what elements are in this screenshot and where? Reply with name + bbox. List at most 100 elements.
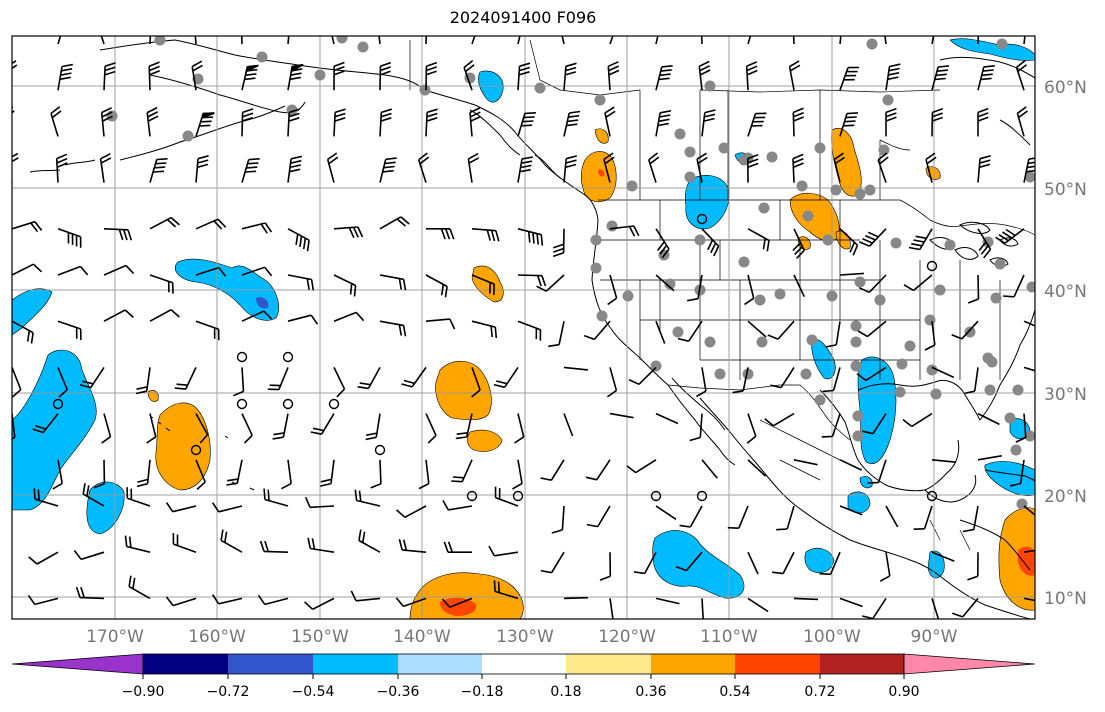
wind-barb: [358, 529, 381, 553]
wind-barb: [903, 274, 933, 292]
positive-anomaly-area: [435, 360, 492, 421]
station-dot: [814, 142, 826, 154]
wind-barb: [241, 222, 273, 234]
wind-barb: [12, 551, 13, 553]
wind-barb: [331, 36, 335, 45]
wind-barb: [126, 487, 151, 507]
wind-barb: [451, 459, 473, 483]
station-dot: [864, 184, 876, 196]
wind-barb: [856, 366, 887, 382]
wind-barb: [149, 158, 168, 183]
wind-barb: [304, 496, 335, 509]
wind-barb: [172, 533, 197, 553]
station-dot: [742, 368, 754, 380]
colorbar-extend-high: [903, 653, 1036, 675]
station-dot: [924, 314, 936, 326]
lon-label: 110°W: [700, 627, 758, 647]
wind-barb: [82, 483, 105, 507]
station-dot: [594, 94, 606, 106]
wind-barb: [395, 597, 427, 608]
wind-barb: [517, 112, 536, 137]
wind-barb: [963, 367, 979, 395]
wind-barb: [862, 597, 887, 619]
wind-barb: [12, 598, 13, 600]
map-panel[interactable]: [0, 14, 1048, 628]
wind-barb: [776, 505, 795, 531]
wind-barb: [655, 274, 675, 292]
wind-barb: [609, 598, 614, 619]
wind-barb: [1016, 106, 1028, 137]
wind-barb: [514, 413, 525, 444]
colorbar-segment: [313, 654, 398, 674]
wind-barb: [675, 551, 703, 572]
station-dot: [830, 184, 842, 196]
lat-label: 20°N: [1044, 487, 1087, 507]
lon-label: 150°W: [291, 627, 349, 647]
wind-barb: [839, 228, 859, 256]
wind-barb: [931, 598, 940, 619]
wind-barb: [75, 586, 105, 600]
wind-barb: [425, 318, 456, 330]
wind-barb: [913, 505, 933, 530]
wind-barb: [931, 551, 955, 562]
station-dot: [590, 234, 602, 246]
wind-barb: [586, 505, 611, 528]
calm-wind-circle: [926, 490, 938, 502]
wind-barb: [747, 228, 770, 252]
lat-label: 10°N: [1044, 589, 1087, 609]
station-dot: [890, 237, 902, 249]
colorbar-tick-label: 0.18: [550, 684, 581, 700]
wind-barb: [425, 36, 428, 45]
wind-barb: [696, 152, 708, 183]
wind-barb: [494, 486, 519, 507]
wind-barb: [57, 265, 89, 276]
wind-barb: [333, 274, 357, 297]
wind-barb: [149, 36, 152, 45]
wind-barb: [563, 62, 577, 91]
wind-barb: [287, 63, 304, 91]
lon-label: 140°W: [393, 627, 451, 647]
calm-wind-circle: [466, 490, 478, 502]
wind-barb: [124, 535, 151, 553]
lon-label: 120°W: [598, 627, 656, 647]
wind-barb: [52, 459, 63, 490]
wind-barb: [792, 228, 806, 259]
colorbar-extend-low: [11, 653, 144, 675]
calm-wind-circle: [236, 351, 248, 363]
station-dot: [650, 360, 662, 372]
wind-barb: [233, 367, 245, 397]
wind-barb: [443, 541, 472, 554]
wind-barb: [287, 274, 315, 291]
station-dot: [256, 51, 268, 63]
wind-barb: [350, 590, 381, 602]
wind-barb: [471, 36, 476, 45]
wind-barb: [281, 459, 292, 490]
wind-barb: [27, 594, 59, 606]
wind-barb: [822, 367, 841, 393]
positive-anomaly-area: [155, 402, 211, 491]
wind-barb: [57, 36, 62, 45]
wind-barb: [240, 36, 243, 45]
station-dot: [774, 288, 786, 300]
station-dot: [990, 292, 1002, 304]
station-dot: [1024, 171, 1035, 183]
wind-barb: [12, 505, 13, 506]
wind-barb: [770, 366, 795, 389]
wind-barb: [977, 36, 980, 45]
wind-barb: [241, 158, 260, 183]
station-dot: [896, 358, 908, 370]
wind-barb: [211, 502, 243, 513]
negative-anomaly-area: [478, 70, 504, 103]
station-dot: [934, 284, 946, 296]
wind-barb: [517, 62, 531, 91]
wind-barb: [333, 311, 365, 322]
calm-wind-circle: [282, 398, 294, 410]
wind-barb: [609, 36, 614, 45]
wind-barb: [859, 228, 887, 247]
wind-barb: [698, 60, 711, 91]
station-dot: [704, 80, 716, 92]
station-dot: [622, 290, 634, 302]
wind-barb: [857, 320, 887, 338]
grid-lines: [12, 36, 1035, 619]
wind-barb: [469, 107, 482, 137]
